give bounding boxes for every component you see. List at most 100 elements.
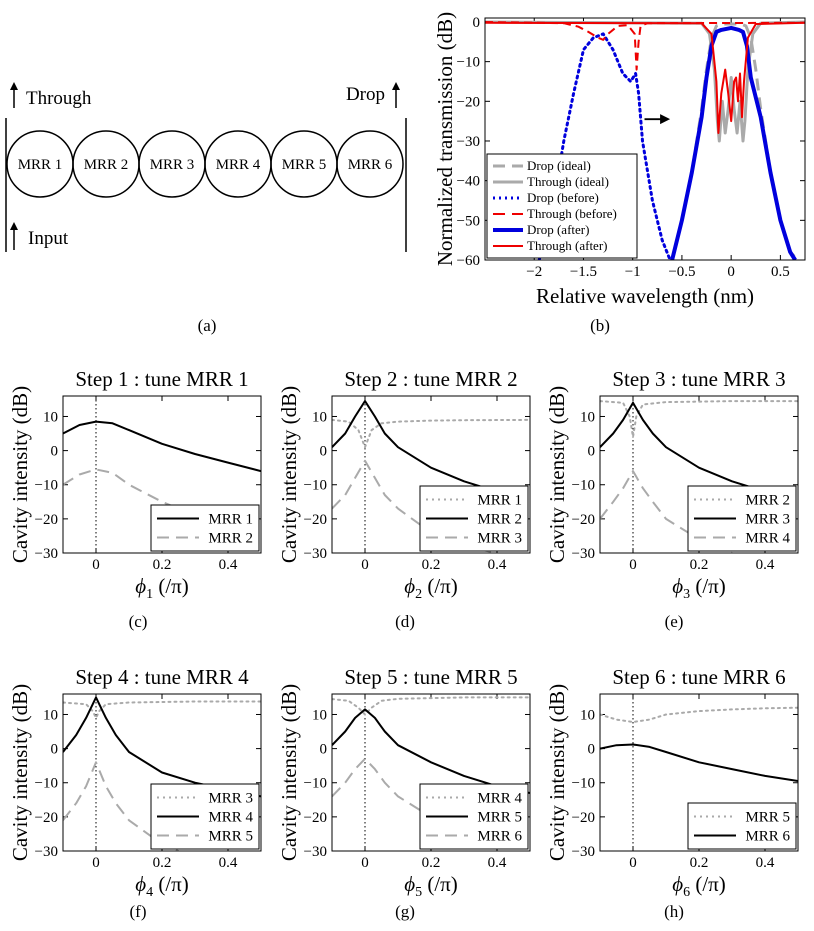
x-tick-label: 0.4 — [756, 855, 775, 871]
axes-box — [331, 693, 531, 852]
y-tick-label: −30 — [35, 844, 58, 860]
legend-label: Through (after) — [527, 238, 608, 253]
x-axis-label: ϕ5 (/π) — [404, 872, 458, 900]
y-tick-label: −30 — [457, 134, 480, 150]
caption-g: (g) — [395, 902, 415, 921]
legend-label: MRR 3 — [208, 791, 253, 807]
y-axis-label: Cavity intensity (dB) — [545, 684, 569, 861]
series-line — [600, 706, 798, 723]
series-line — [332, 400, 498, 493]
legend-label: MRR 5 — [208, 829, 253, 845]
mrr-diagram: MRR 1 MRR 2 MRR 3 MRR 4 MRR 5 MRR 6 Through Inp… — [5, 82, 407, 335]
y-tick-label: 0 — [320, 742, 328, 758]
series-line — [63, 696, 261, 798]
y-axis-label: Cavity intensity (dB) — [8, 386, 32, 563]
x-tick-label: −2 — [526, 264, 542, 280]
chart-title: Step 3 : tune MRR 3 — [612, 367, 785, 391]
y-tick-label: −10 — [35, 478, 58, 494]
chart-f: 0 0.2 0.4 10 0 −10 −20 −30 MRR 3 MRR 4 MRR 5 Step 4… — [8, 665, 262, 921]
y-axis-label: Cavity intensity (dB) — [545, 386, 569, 563]
y-axis-label: Normalized transmission (dB) — [433, 12, 457, 266]
caption-a: (a) — [198, 316, 217, 335]
legend-label: MRR 4 — [477, 791, 522, 807]
chart-title: Step 5 : tune MRR 5 — [344, 665, 517, 689]
x-tick-label: −1.5 — [570, 264, 597, 280]
y-tick-label: −20 — [35, 512, 58, 528]
y-axis-label: Cavity intensity (dB) — [277, 386, 301, 563]
x-axis-label: ϕ4 (/π) — [135, 872, 189, 900]
x-tick-label: 0.4 — [488, 557, 507, 573]
y-tick-label: −20 — [35, 810, 58, 826]
y-tick-label: 0 — [588, 444, 596, 460]
x-tick-label: 0.5 — [771, 264, 790, 280]
legend-label: MRR 3 — [477, 531, 522, 547]
mrr-ring-label: MRR 5 — [282, 157, 327, 173]
axes-box — [599, 693, 799, 852]
y-tick-label: 10 — [312, 707, 327, 723]
y-tick-label: −30 — [35, 546, 58, 562]
y-tick-label: 10 — [580, 409, 595, 425]
mrr-ring-label: MRR 2 — [84, 157, 129, 173]
drop-label: Drop — [346, 84, 385, 105]
legend-label: MRR 5 — [745, 810, 790, 826]
input-label: Input — [28, 228, 69, 249]
x-axis-label: ϕ6 (/π) — [672, 872, 726, 900]
y-axis-label: Cavity intensity (dB) — [8, 684, 32, 861]
x-tick-label: 0.2 — [690, 855, 709, 871]
series-line — [670, 22, 800, 260]
series-line — [537, 32, 672, 260]
legend-label: Drop (after) — [527, 222, 589, 237]
legend-label: MRR 6 — [477, 829, 522, 845]
series-line — [600, 400, 798, 438]
mrr-ring-label: MRR 3 — [150, 157, 195, 173]
x-tick-label: −1 — [625, 264, 641, 280]
series-line — [63, 420, 261, 473]
x-tick-label: 0.4 — [219, 557, 238, 573]
x-axis-label: ϕ2 (/π) — [404, 574, 458, 602]
legend-label: MRR 2 — [745, 493, 790, 509]
x-tick-label: 0 — [92, 557, 100, 573]
series-line — [63, 700, 261, 719]
y-tick-label: 0 — [588, 742, 596, 758]
through-label: Through — [26, 88, 92, 109]
caption-d: (d) — [395, 612, 415, 631]
caption-f: (f) — [130, 902, 147, 921]
x-tick-label: −0.5 — [668, 264, 695, 280]
drop-arrow-head — [392, 82, 400, 90]
x-tick-label: 0 — [361, 557, 369, 573]
charts: −2 −1.5 −1 −0.5 0 0.5 0 −10 −20 −30 −40 −50 −60 Drop … — [8, 12, 806, 921]
y-tick-label: −10 — [457, 55, 480, 71]
legend-label: MRR 4 — [208, 810, 253, 826]
series-group — [485, 20, 805, 260]
legend-box — [687, 802, 797, 850]
y-tick-label: 0 — [51, 444, 59, 460]
y-tick-label: 10 — [43, 409, 58, 425]
legend-label: MRR 6 — [745, 829, 790, 845]
chart-e: 0 0.2 0.4 10 0 −10 −20 −30 MRR 2 MRR 3 MRR 4 Step 3… — [545, 367, 799, 631]
y-axis-label: Cavity intensity (dB) — [277, 684, 301, 861]
y-tick-label: 0 — [51, 742, 59, 758]
series-line — [600, 743, 798, 782]
legend-label: MRR 4 — [745, 531, 790, 547]
y-tick-label: −10 — [572, 478, 595, 494]
x-tick-label: 0.4 — [219, 855, 238, 871]
x-tick-label: 0 — [727, 264, 735, 280]
x-axis-label: ϕ1 (/π) — [135, 574, 189, 602]
axes-box — [331, 395, 531, 554]
series-line — [600, 401, 766, 493]
legend-label: MRR 3 — [745, 512, 790, 528]
x-tick-label: 0 — [361, 855, 369, 871]
x-tick-label: 0.4 — [488, 855, 507, 871]
legend-label: Through (ideal) — [527, 174, 609, 189]
axes-box — [599, 395, 799, 554]
x-tick-label: 0.2 — [690, 557, 709, 573]
series-line — [485, 21, 805, 134]
legend-label: MRR 2 — [208, 531, 253, 547]
y-tick-label: 10 — [43, 707, 58, 723]
x-axis-label: ϕ3 (/π) — [672, 574, 726, 602]
chart-h: 0 0.2 0.4 10 0 −10 −20 −30 MRR 5 MRR 6 Step 6 : tu… — [545, 665, 799, 921]
y-tick-label: −10 — [572, 776, 595, 792]
y-tick-label: 0 — [473, 15, 481, 31]
chart-b: −2 −1.5 −1 −0.5 0 0.5 0 −10 −20 −30 −40 −50 −60 Drop … — [433, 12, 806, 335]
axes-box — [62, 395, 262, 554]
